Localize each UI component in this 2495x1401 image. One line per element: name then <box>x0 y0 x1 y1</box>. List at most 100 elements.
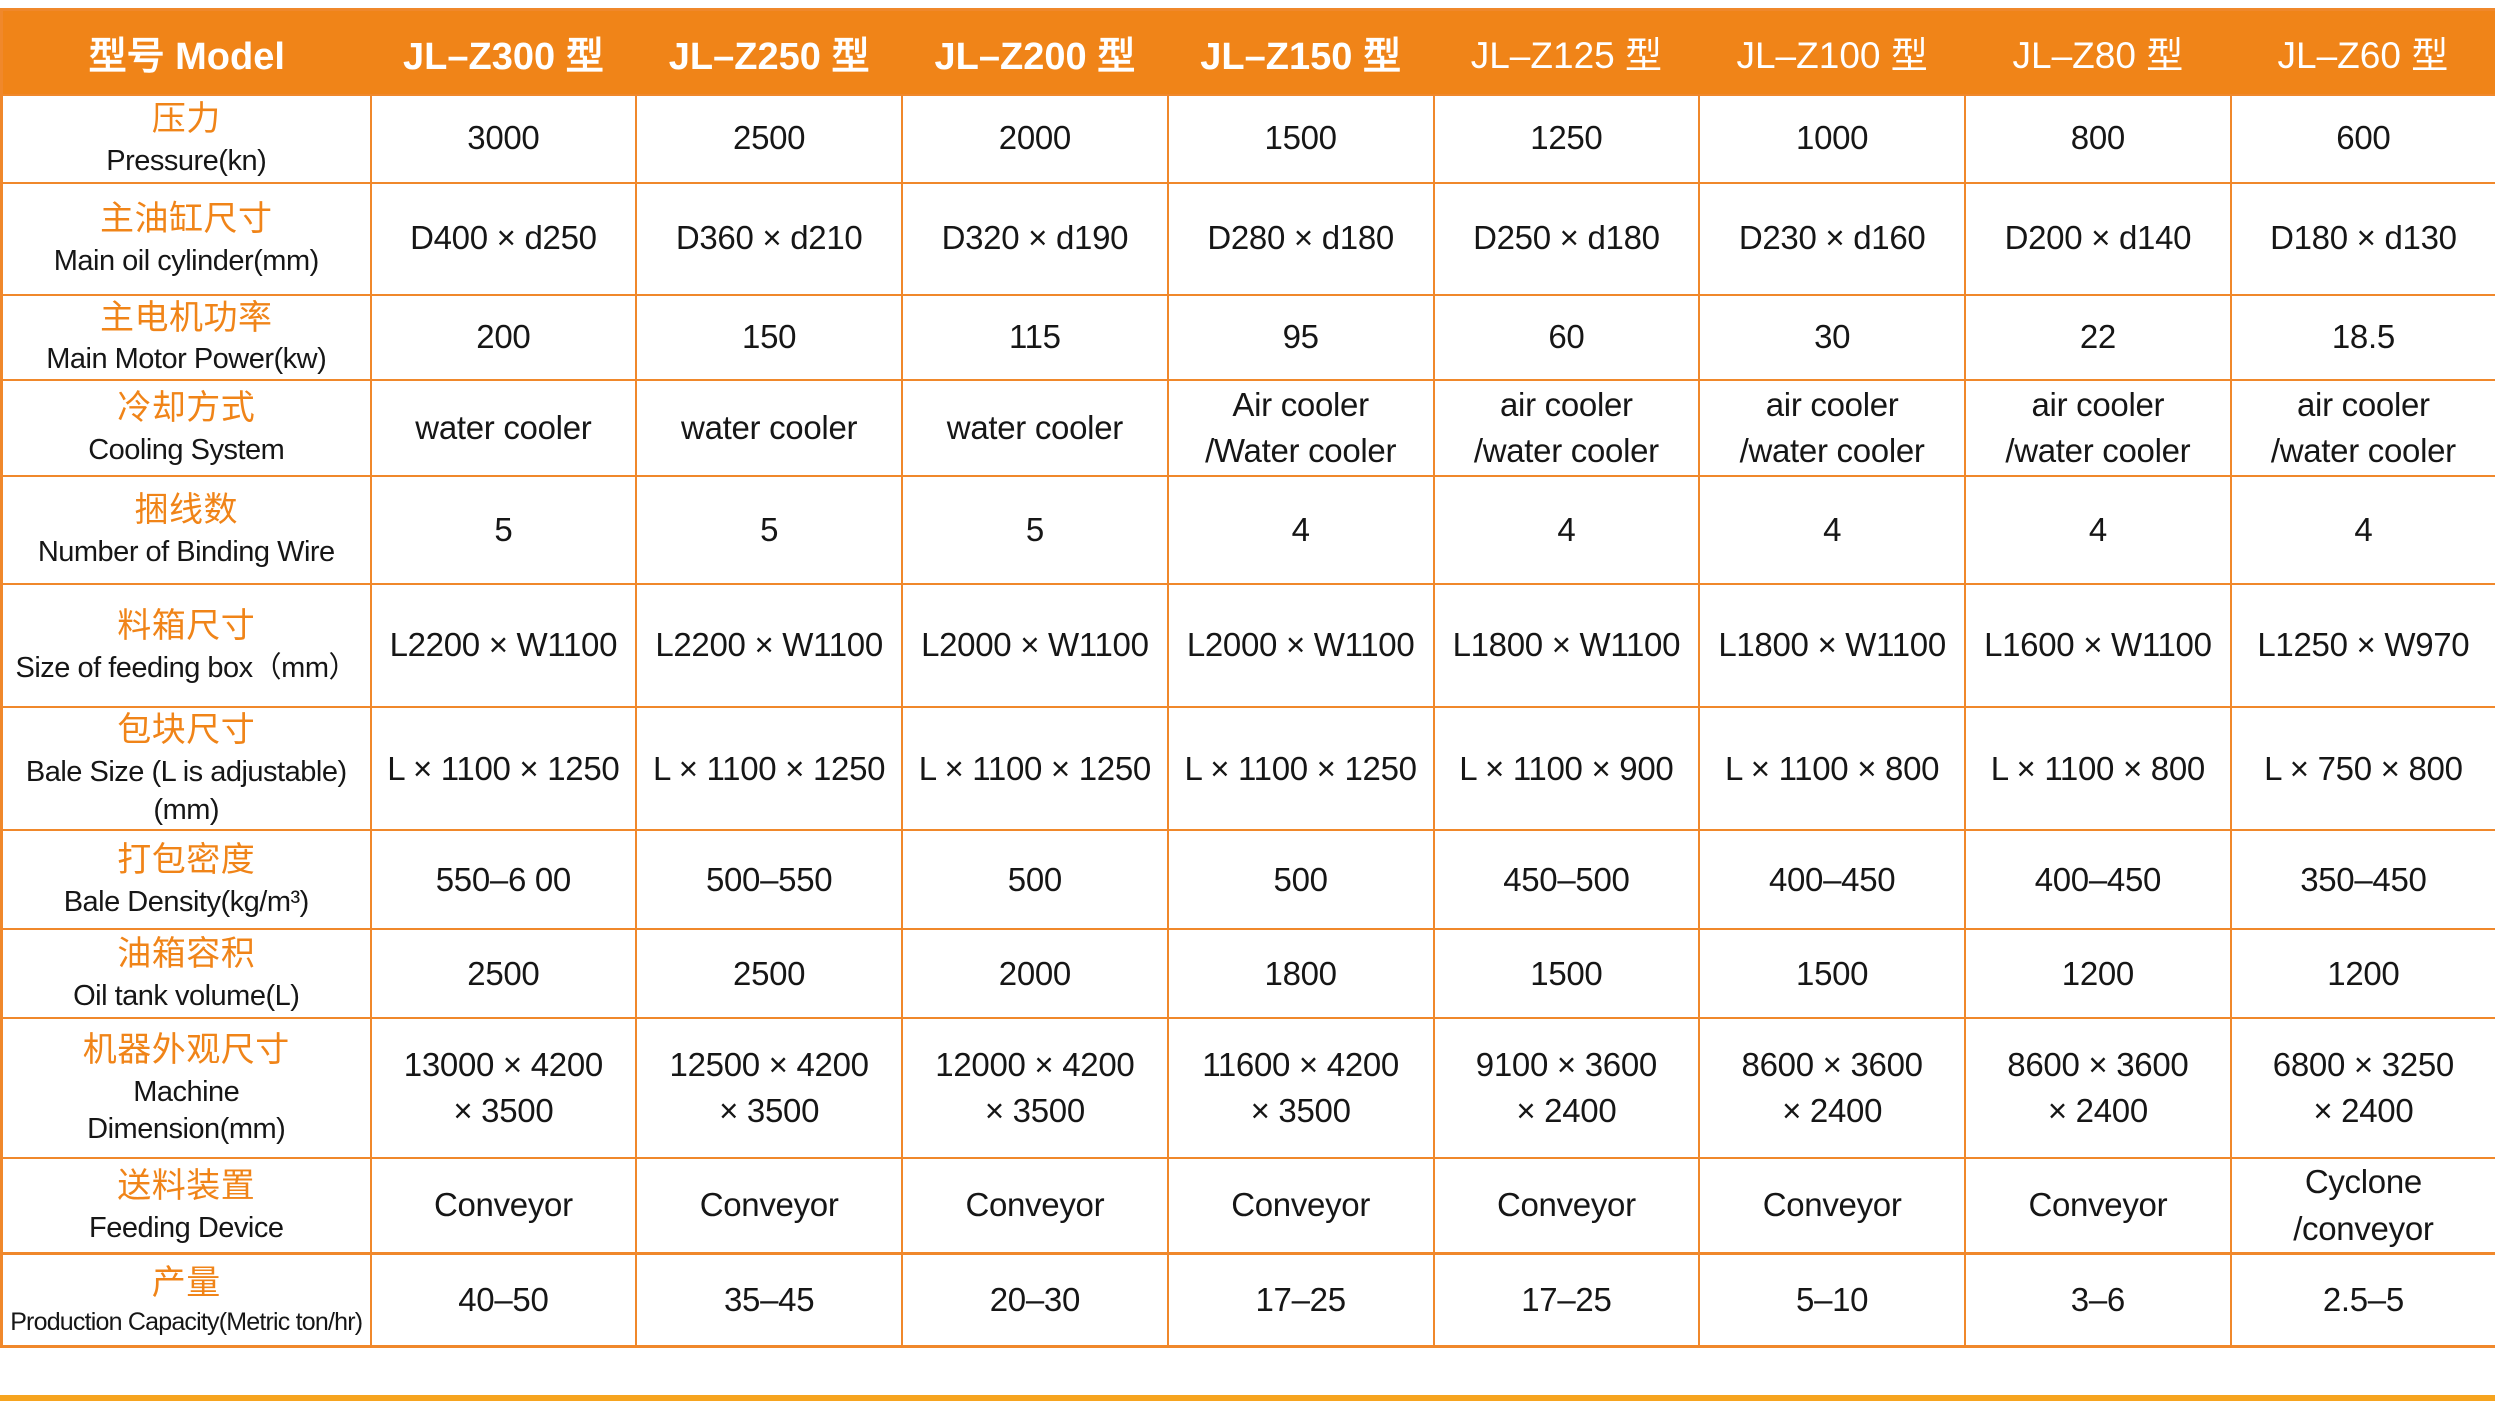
spec-value-oil-tank-volume-col8: 1200 <box>2229 928 2495 1020</box>
spec-value-main-motor-power-col1: 200 <box>369 293 638 382</box>
spec-value-pressure-col6: 1000 <box>1698 93 1966 184</box>
spec-value-binding-wire-col8: 4 <box>2229 475 2495 586</box>
row-label-zh: 油箱容积 <box>117 935 256 974</box>
spec-value-machine-dimension-col7: 8600 × 3600 × 2400 <box>1964 1017 2232 1160</box>
spec-value-main-motor-power-col3: 115 <box>901 293 1169 382</box>
spec-value-oil-tank-volume-col7: 1200 <box>1964 928 2232 1020</box>
spec-value-cooling-system-col8: air cooler /water cooler <box>2229 379 2495 478</box>
header-cell-model: 型号 Model <box>1 9 371 95</box>
spec-value-bale-size-col4: L × 1100 × 1250 <box>1166 706 1435 832</box>
spec-value-oil-tank-volume-col4: 1800 <box>1166 928 1435 1020</box>
spec-value-bale-size-col2: L × 1100 × 1250 <box>635 706 903 832</box>
spec-value-production-capacity-col1: 40–50 <box>369 1252 638 1348</box>
spec-value-pressure-col7: 800 <box>1964 93 2232 184</box>
row-label-en: Number of Binding Wire <box>37 536 335 569</box>
row-label-en: Machine Dimension(mm) <box>87 1075 286 1146</box>
spec-value-machine-dimension-col5: 9100 × 3600 × 2400 <box>1432 1017 1701 1160</box>
row-label-en: Cooling System <box>88 434 285 467</box>
spec-value-main-oil-cylinder-col1: D400 × d250 <box>369 181 638 296</box>
spec-value-bale-size-col5: L × 1100 × 900 <box>1432 706 1701 832</box>
spec-value-binding-wire-col1: 5 <box>369 475 638 586</box>
header-cell-jl-z60-: JL–Z60 型 <box>2230 9 2495 95</box>
spec-value-feeding-box-size-col5: L1800 × W1100 <box>1432 583 1701 709</box>
spec-value-production-capacity-col5: 17–25 <box>1432 1252 1701 1348</box>
row-label-oil-tank-volume: 油箱容积 Oil tank volume(L) <box>0 928 372 1020</box>
row-label-main-motor-power: 主电机功率 Main Motor Power(kw) <box>0 293 372 382</box>
header-cell-jl-z200-: JL–Z200 型 <box>902 9 1168 95</box>
spec-value-main-motor-power-col7: 22 <box>1964 293 2232 382</box>
spec-value-feeding-box-size-col3: L2000 × W1100 <box>901 583 1169 709</box>
spec-value-pressure-col1: 3000 <box>369 93 638 184</box>
spec-value-bale-size-col6: L × 1100 × 800 <box>1698 706 1966 832</box>
row-label-zh: 冷却方式 <box>117 389 256 428</box>
spec-value-main-oil-cylinder-col5: D250 × d180 <box>1432 181 1701 296</box>
header-cell-jl-z125-: JL–Z125 型 <box>1433 9 1700 95</box>
spec-value-feeding-device-col7: Conveyor <box>1964 1157 2232 1255</box>
row-label-en: Bale Density(kg/m³) <box>63 885 310 918</box>
spec-value-main-motor-power-col2: 150 <box>635 293 903 382</box>
spec-value-feeding-device-col2: Conveyor <box>635 1157 903 1255</box>
spec-value-production-capacity-col3: 20–30 <box>901 1252 1169 1348</box>
spec-value-feeding-device-col8: Cyclone /conveyor <box>2229 1157 2495 1255</box>
spec-value-main-motor-power-col4: 95 <box>1166 293 1435 382</box>
spec-value-bale-density-col8: 350–450 <box>2229 829 2495 931</box>
spec-value-cooling-system-col2: water cooler <box>635 379 903 478</box>
spec-value-binding-wire-col4: 4 <box>1166 475 1435 586</box>
spec-value-bale-density-col2: 500–550 <box>635 829 903 931</box>
row-label-zh: 产量 <box>151 1263 221 1302</box>
header-cell-jl-z300-: JL–Z300 型 <box>370 9 637 95</box>
row-label-en: Bale Size (L is adjustable) (mm) <box>25 755 347 826</box>
table-row-bale-density: 打包密度 Bale Density(kg/m³) 550–6 00 500–550 50… <box>0 829 2495 931</box>
spec-value-production-capacity-col2: 35–45 <box>635 1252 903 1348</box>
row-label-feeding-device: 送料装置 Feeding Device <box>0 1157 372 1255</box>
spec-value-oil-tank-volume-col3: 2000 <box>901 928 1169 1020</box>
spec-value-feeding-device-col6: Conveyor <box>1698 1157 1966 1255</box>
row-label-en: Main Motor Power(kw) <box>46 343 327 376</box>
spec-value-bale-size-col8: L × 750 × 800 <box>2229 706 2495 832</box>
row-label-bale-density: 打包密度 Bale Density(kg/m³) <box>0 829 372 931</box>
spec-value-bale-density-col7: 400–450 <box>1964 829 2232 931</box>
spec-value-main-motor-power-col5: 60 <box>1432 293 1701 382</box>
row-label-zh: 压力 <box>151 99 221 138</box>
row-label-zh: 主电机功率 <box>100 298 273 337</box>
spec-value-pressure-col4: 1500 <box>1166 93 1435 184</box>
spec-value-cooling-system-col6: air cooler /water cooler <box>1698 379 1966 478</box>
spec-value-binding-wire-col6: 4 <box>1698 475 1966 586</box>
specs-table: 型号 Model JL–Z300 型 JL–Z250 型 JL–Z200 型 JL–Z1… <box>0 8 2495 1348</box>
spec-value-machine-dimension-col1: 13000 × 4200 × 3500 <box>369 1017 638 1160</box>
spec-value-main-oil-cylinder-col8: D180 × d130 <box>2229 181 2495 296</box>
spec-value-bale-size-col7: L × 1100 × 800 <box>1964 706 2232 832</box>
spec-value-oil-tank-volume-col1: 2500 <box>369 928 638 1020</box>
spec-value-production-capacity-col7: 3–6 <box>1964 1252 2232 1348</box>
row-label-zh: 送料装置 <box>117 1166 256 1205</box>
header-cell-jl-z100-: JL–Z100 型 <box>1699 9 1965 95</box>
header-cell-jl-z80-: JL–Z80 型 <box>1965 9 2231 95</box>
bottom-accent-bar <box>0 1395 2495 1401</box>
spec-value-binding-wire-col7: 4 <box>1964 475 2232 586</box>
row-label-en: Size of feeding box（mm） <box>15 651 358 684</box>
spec-value-feeding-box-size-col1: L2200 × W1100 <box>369 583 638 709</box>
spec-value-main-oil-cylinder-col6: D230 × d160 <box>1698 181 1966 296</box>
row-label-zh: 捆线数 <box>134 491 238 530</box>
table-row-cooling-system: 冷却方式 Cooling System water cooler water cool… <box>0 379 2495 478</box>
row-label-production-capacity: 产量 Production Capacity(Metric ton/hr) <box>0 1252 372 1348</box>
spec-value-production-capacity-col8: 2.5–5 <box>2229 1252 2495 1348</box>
table-row-pressure: 压力 Pressure(kn) 3000 2500 2000 1500 1250 1000 80… <box>0 93 2495 184</box>
spec-value-machine-dimension-col3: 12000 × 4200 × 3500 <box>901 1017 1169 1160</box>
row-label-zh: 机器外观尺寸 <box>82 1030 290 1069</box>
row-label-bale-size: 包块尺寸 Bale Size (L is adjustable) (mm) <box>0 706 372 832</box>
spec-value-main-oil-cylinder-col4: D280 × d180 <box>1166 181 1435 296</box>
spec-value-machine-dimension-col8: 6800 × 3250 × 2400 <box>2229 1017 2495 1160</box>
spec-value-pressure-col5: 1250 <box>1432 93 1701 184</box>
spec-value-machine-dimension-col4: 11600 × 4200 × 3500 <box>1166 1017 1435 1160</box>
spec-value-feeding-box-size-col2: L2200 × W1100 <box>635 583 903 709</box>
spec-value-bale-density-col5: 450–500 <box>1432 829 1701 931</box>
row-label-en: Production Capacity(Metric ton/hr) <box>10 1308 363 1337</box>
header-cell-jl-z150-: JL–Z150 型 <box>1167 9 1434 95</box>
spec-value-main-motor-power-col8: 18.5 <box>2229 293 2495 382</box>
spec-value-main-oil-cylinder-col3: D320 × d190 <box>901 181 1169 296</box>
spec-value-pressure-col3: 2000 <box>901 93 1169 184</box>
spec-value-cooling-system-col1: water cooler <box>369 379 638 478</box>
spec-value-machine-dimension-col2: 12500 × 4200 × 3500 <box>635 1017 903 1160</box>
